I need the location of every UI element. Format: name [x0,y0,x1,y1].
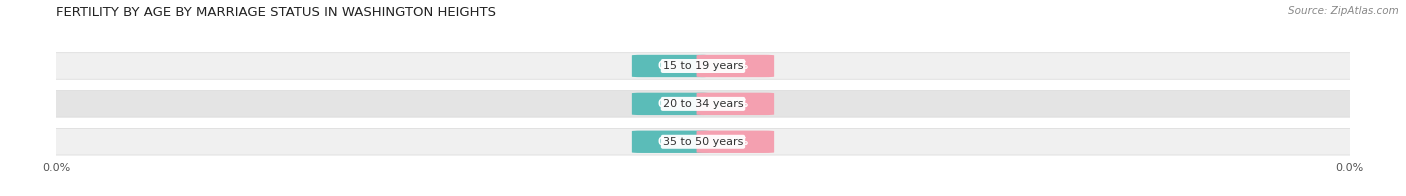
FancyBboxPatch shape [631,131,710,153]
FancyBboxPatch shape [696,93,775,115]
Text: 15 to 19 years: 15 to 19 years [662,61,744,71]
Text: Source: ZipAtlas.com: Source: ZipAtlas.com [1288,6,1399,16]
FancyBboxPatch shape [31,129,1375,155]
FancyBboxPatch shape [31,53,1375,79]
Text: 0.0%: 0.0% [721,61,749,71]
Text: 35 to 50 years: 35 to 50 years [662,137,744,147]
FancyBboxPatch shape [631,55,710,77]
FancyBboxPatch shape [631,93,710,115]
Text: 0.0%: 0.0% [657,137,685,147]
Text: 0.0%: 0.0% [721,137,749,147]
FancyBboxPatch shape [696,131,775,153]
Text: 20 to 34 years: 20 to 34 years [662,99,744,109]
FancyBboxPatch shape [31,91,1375,117]
Text: FERTILITY BY AGE BY MARRIAGE STATUS IN WASHINGTON HEIGHTS: FERTILITY BY AGE BY MARRIAGE STATUS IN W… [56,6,496,19]
Text: 0.0%: 0.0% [657,99,685,109]
FancyBboxPatch shape [696,55,775,77]
Text: 0.0%: 0.0% [721,99,749,109]
Text: 0.0%: 0.0% [657,61,685,71]
